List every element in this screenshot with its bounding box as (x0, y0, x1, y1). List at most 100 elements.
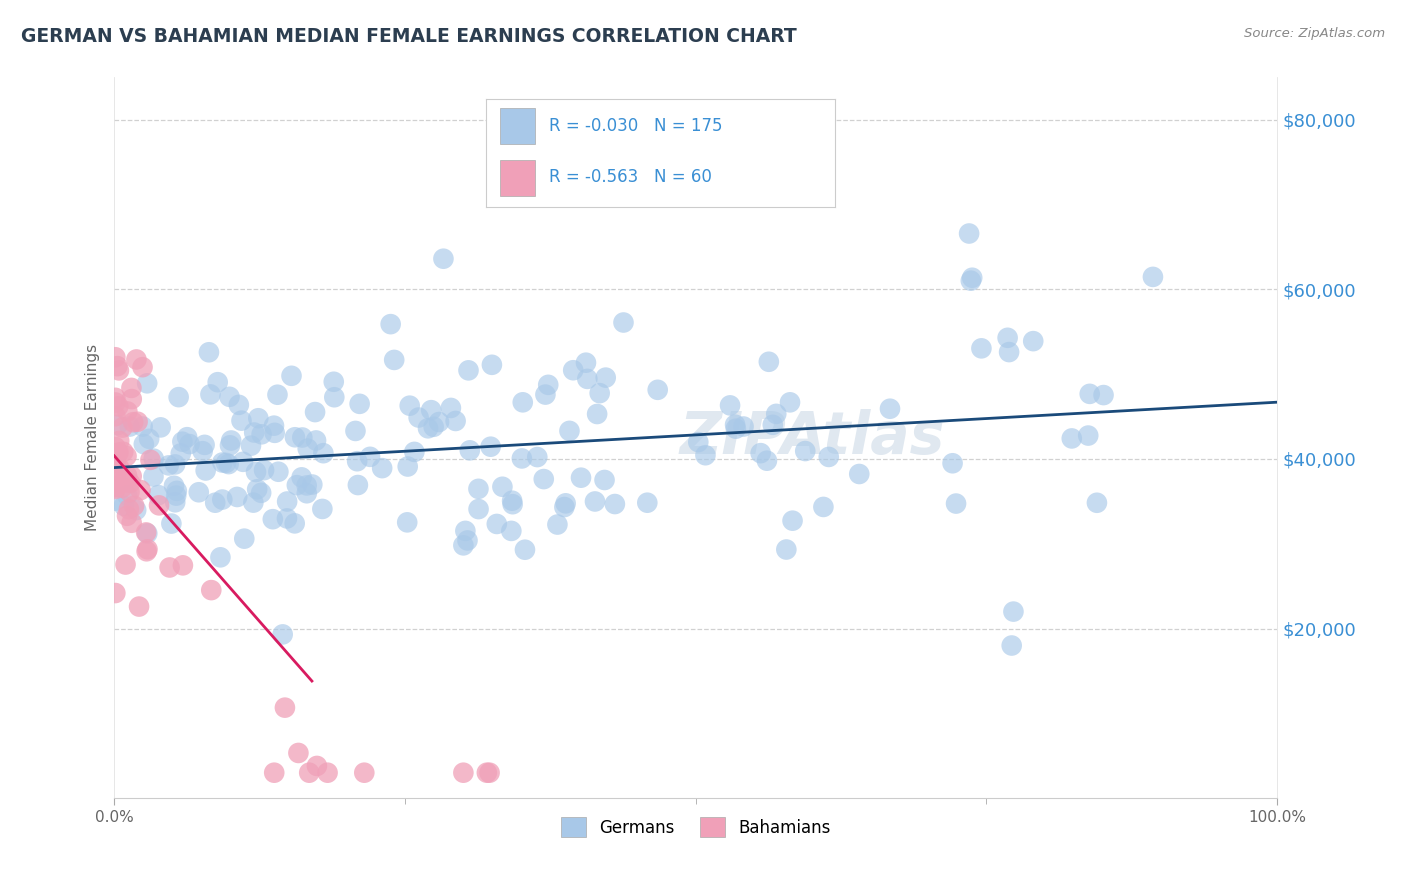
Point (575, 356, 598, 370)
Point (1002, 605, 1025, 619)
Point (695, 448, 717, 462)
Point (127, 415, 149, 429)
Point (136, 542, 159, 557)
Point (1077, 428, 1099, 442)
Point (232, 455, 254, 469)
Point (115, 488, 138, 502)
Point (111, 420, 134, 434)
Point (537, 377, 560, 392)
Point (1022, 334, 1045, 348)
Point (104, 391, 127, 405)
Point (344, 424, 367, 438)
Point (444, 414, 467, 428)
Point (129, 483, 152, 497)
Legend: Germans, Bahamians: Germans, Bahamians (554, 810, 837, 844)
Point (755, 453, 778, 467)
Point (263, 425, 285, 440)
Point (284, 430, 307, 444)
Point (456, 533, 478, 548)
Point (117, 404, 139, 418)
Point (534, 387, 557, 401)
Point (165, 458, 187, 472)
Point (200, 387, 222, 401)
Point (209, 550, 232, 565)
Point (453, 538, 475, 552)
Point (104, 480, 127, 494)
Point (121, 516, 143, 530)
Point (104, 480, 127, 494)
Point (104, 455, 127, 469)
Point (228, 398, 250, 412)
Point (219, 438, 242, 452)
Point (733, 419, 755, 434)
Point (176, 430, 198, 444)
Point (305, 759, 328, 773)
Point (501, 493, 523, 508)
Point (121, 392, 143, 406)
Point (194, 463, 217, 477)
Y-axis label: Median Female Earnings: Median Female Earnings (86, 344, 100, 532)
Point (104, 350, 127, 364)
Point (562, 363, 585, 377)
Point (280, 368, 302, 383)
Point (271, 627, 294, 641)
Point (276, 494, 298, 508)
Point (718, 398, 741, 412)
Point (266, 388, 288, 402)
Point (408, 410, 430, 425)
Point (122, 499, 145, 513)
Point (491, 480, 513, 494)
Point (125, 352, 148, 367)
Point (347, 478, 370, 492)
Point (512, 395, 534, 409)
Point (107, 445, 129, 459)
Point (247, 411, 270, 425)
Point (107, 446, 129, 460)
Point (262, 512, 284, 526)
Point (479, 440, 502, 454)
Point (595, 370, 617, 384)
Point (749, 446, 772, 460)
Point (1092, 388, 1115, 402)
Point (380, 317, 402, 331)
Point (165, 495, 187, 509)
Point (404, 445, 426, 459)
Point (166, 483, 188, 498)
Point (142, 469, 165, 483)
Point (253, 463, 276, 477)
Point (758, 355, 780, 369)
Point (111, 481, 134, 495)
Point (125, 503, 148, 517)
Point (298, 765, 321, 780)
Point (546, 517, 568, 532)
Point (118, 419, 141, 434)
Point (353, 765, 375, 780)
Point (215, 456, 238, 470)
Point (211, 492, 233, 507)
Point (533, 472, 555, 486)
Point (501, 524, 523, 538)
Point (104, 409, 127, 424)
Point (187, 485, 209, 500)
Point (108, 363, 131, 377)
Point (115, 468, 138, 483)
Point (589, 386, 612, 401)
Point (159, 560, 181, 574)
Point (263, 765, 285, 780)
Point (301, 477, 323, 491)
Point (240, 439, 263, 453)
Point (284, 516, 307, 531)
Point (813, 500, 835, 514)
Point (104, 395, 127, 409)
Point (104, 493, 127, 508)
Point (149, 420, 172, 434)
Point (120, 381, 142, 395)
Point (250, 427, 273, 442)
Point (211, 456, 233, 470)
Point (179, 437, 201, 451)
Point (291, 470, 314, 484)
Point (218, 390, 240, 404)
Point (349, 397, 371, 411)
Text: GERMAN VS BAHAMIAN MEDIAN FEMALE EARNINGS CORRELATION CHART: GERMAN VS BAHAMIAN MEDIAN FEMALE EARNING… (21, 27, 797, 45)
Point (396, 459, 419, 474)
